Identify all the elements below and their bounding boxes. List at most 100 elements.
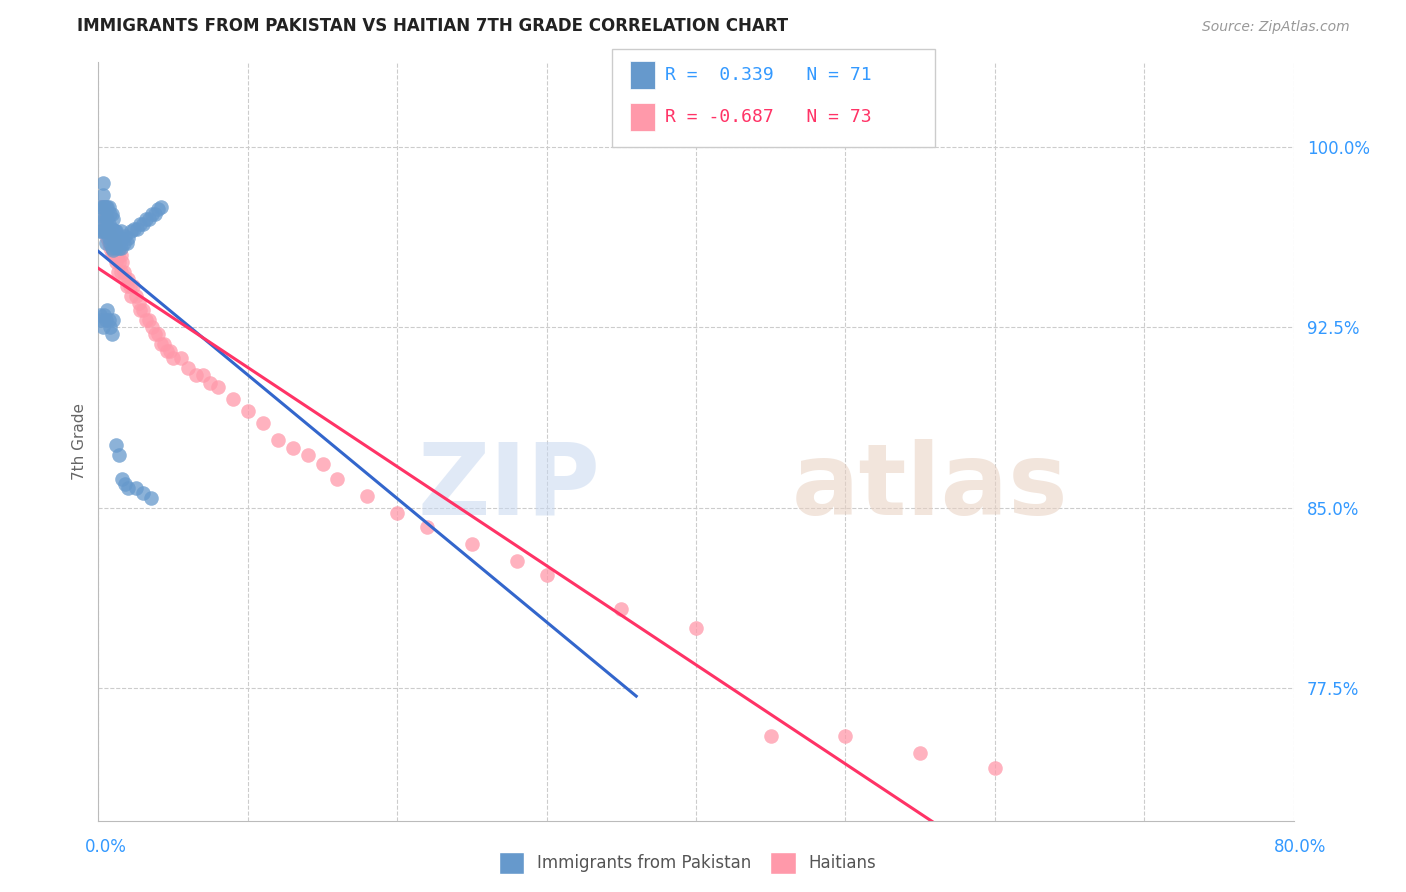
Point: [110, 265, 132, 279]
Point: [222, 392, 245, 407]
Point: [141, 207, 163, 221]
Point: [150, 337, 173, 351]
Point: [138, 211, 160, 226]
Point: [132, 303, 155, 318]
Point: [150, 200, 173, 214]
Point: [138, 313, 160, 327]
Point: [125, 482, 148, 496]
Point: [101, 245, 124, 260]
Point: [97, 235, 120, 250]
Point: [506, 554, 529, 568]
Point: [104, 224, 127, 238]
Point: [98, 235, 122, 250]
Point: [91, 176, 114, 190]
Point: [114, 476, 136, 491]
Point: [297, 448, 319, 462]
Point: [236, 404, 259, 418]
Point: [112, 265, 135, 279]
Point: [125, 289, 148, 303]
Point: [153, 337, 176, 351]
Point: [128, 296, 150, 310]
Point: [127, 221, 149, 235]
Point: [326, 472, 349, 486]
Point: [90, 313, 112, 327]
Point: [96, 211, 118, 226]
Point: [110, 224, 132, 238]
Text: ZIP: ZIP: [418, 439, 600, 535]
Point: [117, 272, 139, 286]
Point: [461, 537, 484, 551]
Point: [108, 448, 131, 462]
Point: [103, 245, 125, 260]
Point: [98, 241, 122, 255]
Point: [107, 248, 129, 262]
Point: [121, 279, 143, 293]
Point: [129, 303, 152, 318]
Point: [96, 224, 118, 238]
Point: [120, 289, 142, 303]
Point: [91, 320, 114, 334]
Point: [103, 228, 125, 243]
Point: [97, 217, 120, 231]
Point: [118, 279, 141, 293]
Point: [101, 221, 124, 235]
Point: [143, 327, 166, 342]
Point: [94, 313, 117, 327]
Point: [108, 255, 131, 269]
Point: [132, 486, 155, 500]
Point: [610, 602, 633, 616]
Point: [356, 489, 378, 503]
Point: [135, 313, 157, 327]
Text: Source: ZipAtlas.com: Source: ZipAtlas.com: [1202, 21, 1350, 34]
Point: [129, 217, 152, 231]
Point: [93, 211, 115, 226]
Point: [101, 241, 124, 255]
Point: [207, 380, 229, 394]
Point: [385, 506, 409, 520]
Point: [89, 308, 111, 322]
Point: [143, 207, 166, 221]
Point: [103, 211, 125, 226]
Point: [98, 320, 122, 334]
Point: [93, 217, 115, 231]
Point: [177, 361, 200, 376]
Point: [252, 417, 274, 431]
Point: [96, 200, 118, 214]
Point: [148, 202, 170, 217]
Point: [96, 303, 118, 318]
Point: [90, 200, 112, 214]
Point: [90, 200, 112, 214]
Point: [108, 241, 131, 255]
Point: [311, 458, 333, 472]
Point: [416, 520, 439, 534]
Point: [908, 746, 931, 760]
Point: [105, 255, 128, 269]
Point: [111, 255, 134, 269]
Point: [97, 231, 120, 245]
Point: [91, 207, 114, 221]
Text: IMMIGRANTS FROM PAKISTAN VS HAITIAN 7TH GRADE CORRELATION CHART: IMMIGRANTS FROM PAKISTAN VS HAITIAN 7TH …: [77, 17, 789, 35]
Y-axis label: 7th Grade: 7th Grade: [72, 403, 87, 480]
Point: [107, 265, 129, 279]
Point: [120, 224, 142, 238]
Point: [200, 376, 222, 390]
Point: [184, 368, 207, 383]
Point: [94, 235, 117, 250]
Point: [115, 235, 138, 250]
Point: [89, 224, 111, 238]
Point: [94, 207, 117, 221]
Text: 80.0%: 80.0%: [1274, 838, 1327, 855]
Point: [105, 241, 128, 255]
Point: [103, 243, 125, 257]
Point: [117, 482, 139, 496]
Point: [536, 568, 558, 582]
Point: [267, 434, 290, 448]
Point: [834, 730, 856, 744]
Point: [94, 224, 117, 238]
Point: [984, 761, 1007, 775]
Point: [90, 211, 112, 226]
Text: atlas: atlas: [792, 439, 1069, 535]
Point: [98, 207, 122, 221]
Point: [111, 231, 134, 245]
Point: [96, 224, 118, 238]
